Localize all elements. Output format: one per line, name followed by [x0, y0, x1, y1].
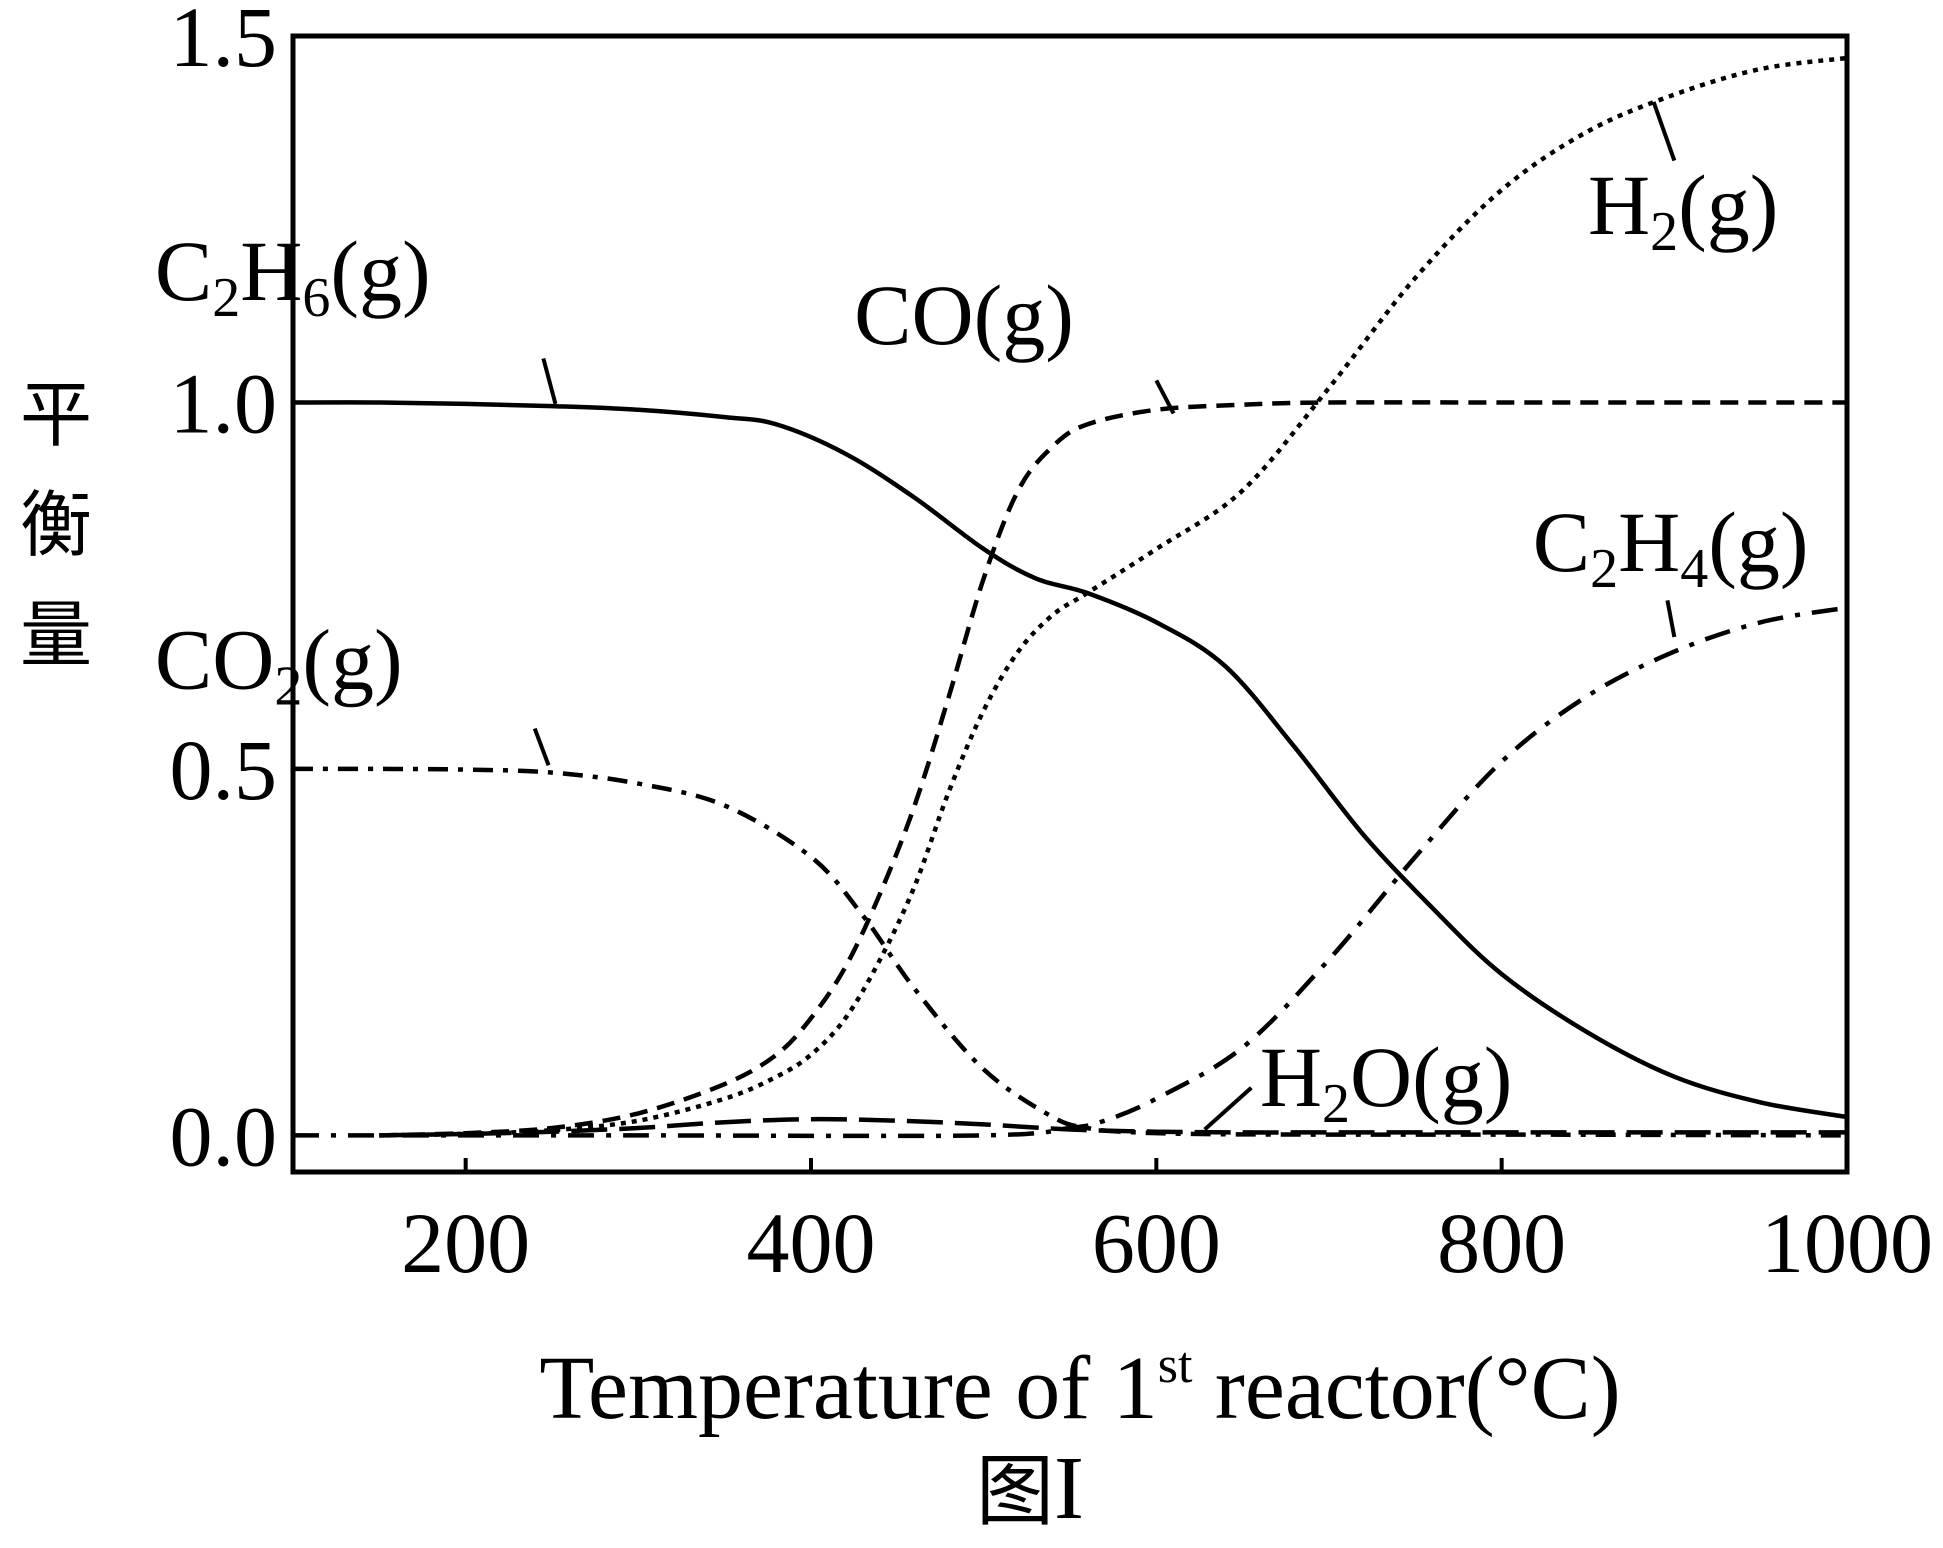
series-label-c2h6-g: C2H6(g) [155, 223, 431, 329]
x-axis-title: Temperature of 1st reactor(°C) [539, 1337, 1620, 1438]
y-axis-title-char: 量 [20, 593, 92, 677]
y-tick-label: 0.5 [170, 722, 278, 818]
series-line-h2-g [379, 55, 1848, 1138]
leader-line-co-g [1154, 379, 1176, 415]
series-label-co-g: CO(g) [854, 267, 1074, 363]
series-label-co2-g: CO2(g) [155, 611, 403, 717]
series-line-c2h6-g [292, 400, 1848, 1120]
plot-area [290, 33, 1850, 1175]
series-label-h2o-g: H2O(g) [1260, 1029, 1513, 1135]
x-tick-label: 600 [1092, 1195, 1221, 1291]
series-line-co2-g [292, 766, 1848, 1138]
x-tick-label: 800 [1437, 1195, 1566, 1291]
y-tick-label: 1.5 [170, 0, 278, 85]
leader-line-c2h6-g [541, 357, 558, 405]
y-tick-label: 0.0 [170, 1088, 278, 1184]
plot-frame [290, 33, 1850, 1175]
y-axis-title-char: 平 [20, 373, 92, 457]
y-axis-title-char: 衡 [20, 483, 92, 567]
x-tick-label: 400 [747, 1195, 876, 1291]
leader-line-c2h4-g [1665, 599, 1677, 638]
leader-line-h2-g [1651, 101, 1677, 162]
series-label-h2-g: H2(g) [1588, 157, 1778, 263]
series-labels: C2H6(g) CO(g) H2(g) C2H4(g) H2O(g) CO2(g) [155, 101, 1809, 1135]
x-tick-label: 1000 [1761, 1195, 1933, 1291]
leader-line-h2o-g [1203, 1086, 1253, 1131]
series-line-c2h4-g [293, 605, 1848, 1139]
tick-labels: 200 400 600 800 1000 0.0 0.5 1.0 1.5 [170, 0, 1934, 1291]
y-tick-label: 1.0 [170, 355, 278, 451]
figure-caption: 图I [976, 1439, 1084, 1538]
series-line-co-g [379, 400, 1847, 1138]
series-label-c2h4-g: C2H4(g) [1533, 494, 1809, 600]
leader-line-co2-g [532, 727, 551, 766]
x-tick-label: 200 [401, 1195, 530, 1291]
series-line-h2o-g [379, 1116, 1847, 1138]
